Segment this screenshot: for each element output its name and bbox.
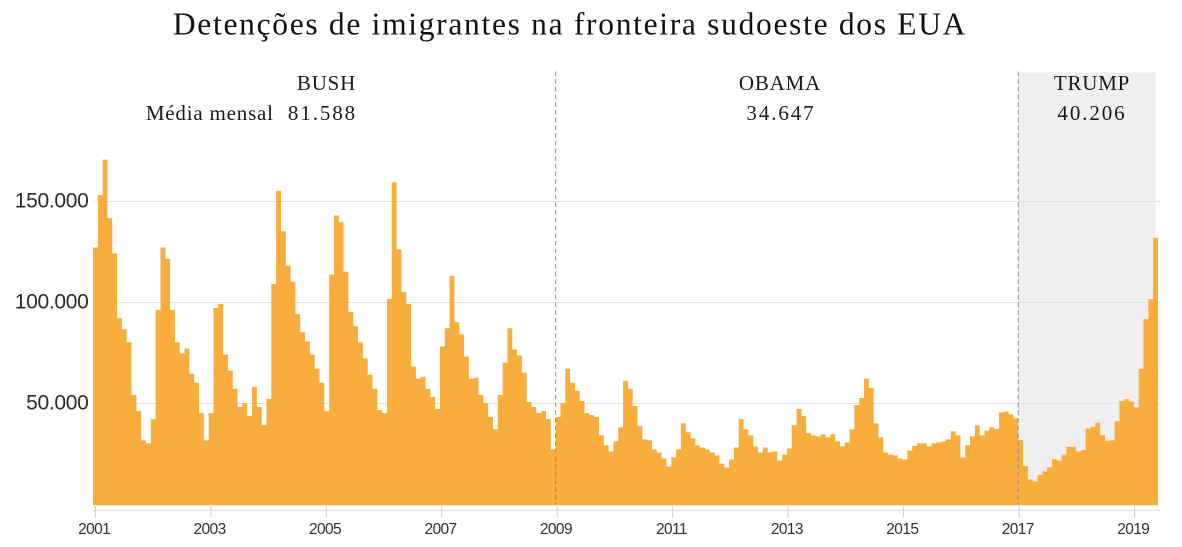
svg-text:Detenções de imigrantes na fro: Detenções de imigrantes na fronteira sud…: [173, 7, 967, 42]
svg-text:150.000: 150.000: [15, 190, 89, 213]
svg-text:34.647: 34.647: [746, 101, 815, 125]
svg-text:Média mensal: Média mensal: [146, 101, 274, 125]
svg-text:100.000: 100.000: [15, 291, 89, 314]
svg-text:2005: 2005: [309, 521, 341, 538]
svg-text:2017: 2017: [1002, 521, 1034, 538]
svg-text:2007: 2007: [424, 521, 456, 538]
svg-text:TRUMP: TRUMP: [1054, 71, 1130, 95]
svg-text:40.206: 40.206: [1057, 101, 1126, 125]
svg-text:81.588: 81.588: [288, 101, 357, 125]
svg-text:2003: 2003: [194, 521, 226, 538]
svg-text:2011: 2011: [656, 521, 687, 538]
svg-text:2019: 2019: [1117, 521, 1149, 538]
svg-text:2013: 2013: [771, 521, 803, 538]
svg-text:2009: 2009: [540, 521, 572, 538]
svg-text:50.000: 50.000: [26, 392, 88, 415]
svg-text:OBAMA: OBAMA: [739, 71, 821, 95]
svg-text:2001: 2001: [78, 521, 110, 538]
svg-text:2015: 2015: [886, 521, 918, 538]
svg-text:BUSH: BUSH: [297, 71, 356, 95]
